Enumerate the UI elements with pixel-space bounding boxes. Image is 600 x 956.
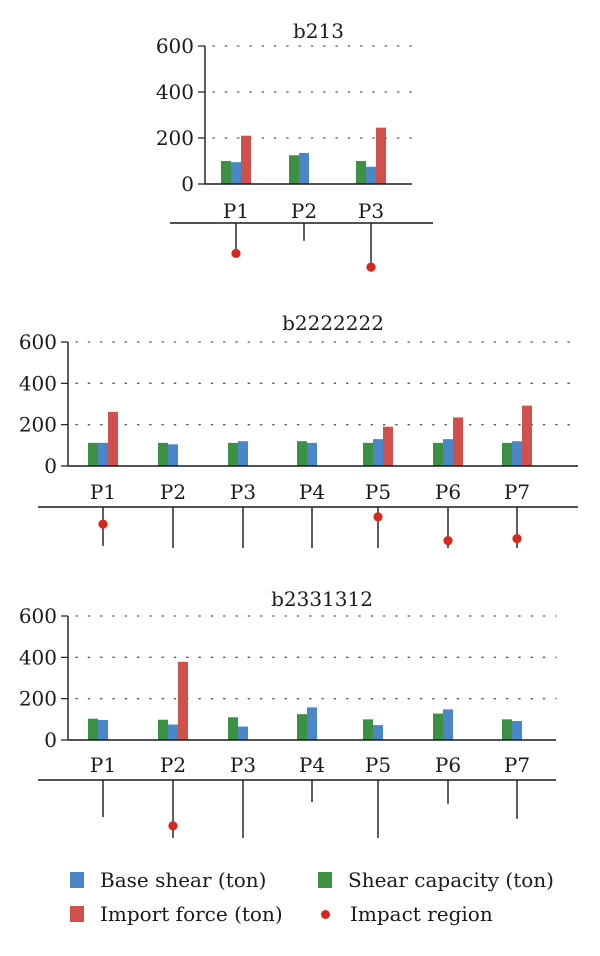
legend-label-impact-region: Impact region bbox=[350, 902, 493, 926]
chart2-bar-p2-base-shear bbox=[168, 444, 178, 466]
chart3-bar-p6-shear-capacity bbox=[433, 713, 443, 740]
chart3-bar-p2-base-shear bbox=[168, 724, 178, 740]
chart3-bar-p7-base-shear bbox=[512, 720, 522, 740]
legend-label-import-force: Import force (ton) bbox=[100, 902, 283, 926]
chart1-bar-p3-import-force bbox=[376, 127, 386, 184]
chart3-y-tick-label: 400 bbox=[19, 645, 57, 669]
chart1-bar-p1-base-shear bbox=[231, 162, 241, 184]
chart2-bar-p7-shear-capacity bbox=[502, 442, 512, 466]
chart2-category-label-p1: P1 bbox=[90, 480, 116, 504]
chart3-category-label-p7: P7 bbox=[504, 753, 530, 777]
chart2-y-tick-label: 400 bbox=[19, 371, 57, 395]
chart3-bar-p4-base-shear bbox=[307, 707, 317, 740]
chart3-y-tick-label: 0 bbox=[44, 728, 57, 752]
chart3-category-label-p4: P4 bbox=[299, 753, 325, 777]
chart3-category-label-p6: P6 bbox=[435, 753, 461, 777]
chart3-y-tick-label: 600 bbox=[19, 604, 57, 628]
chart2-bar-p7-base-shear bbox=[512, 441, 522, 466]
chart3-bar-p5-base-shear bbox=[373, 725, 383, 740]
chart3-bar-p5-shear-capacity bbox=[363, 719, 373, 740]
chart2-impact-marker-p5 bbox=[373, 512, 383, 522]
legend-item-shear-capacity: Shear capacity (ton) bbox=[318, 868, 554, 892]
chart3-bar-p3-shear-capacity bbox=[228, 717, 238, 740]
legend-label-shear-capacity: Shear capacity (ton) bbox=[348, 868, 554, 892]
chart2-y-tick-label: 600 bbox=[19, 330, 57, 354]
chart2-y-tick-label: 200 bbox=[19, 413, 57, 437]
chart2-bar-p3-base-shear bbox=[238, 441, 248, 466]
chart2-bar-p1-shear-capacity bbox=[88, 442, 98, 466]
chart1-y-tick-label: 200 bbox=[156, 126, 194, 150]
chart2-bar-p5-import-force bbox=[383, 426, 393, 466]
legend-item-base-shear: Base shear (ton) bbox=[70, 868, 266, 892]
legend-swatch-import-force bbox=[70, 906, 84, 922]
charts-canvas: b213 0 200 400 600 P1 P2 P3 b2222222 0 200 400 600 P1… bbox=[19, 19, 579, 838]
chart2-category-label-p6: P6 bbox=[435, 480, 461, 504]
legend-item-import-force: Import force (ton) bbox=[70, 902, 283, 926]
chart2-bar-p6-base-shear bbox=[443, 439, 453, 466]
chart2-bar-p1-import-force bbox=[108, 411, 118, 466]
chart3-title: b2331312 bbox=[271, 587, 373, 611]
chart3-bar-p4-shear-capacity bbox=[297, 714, 307, 740]
chart2-bar-p3-shear-capacity bbox=[228, 442, 238, 466]
legend-swatch-shear-capacity bbox=[318, 872, 332, 888]
chart2-title: b2222222 bbox=[282, 311, 384, 335]
chart1-title: b213 bbox=[293, 19, 344, 43]
chart2-category-label-p2: P2 bbox=[160, 480, 186, 504]
chart2-bar-p6-import-force bbox=[453, 417, 463, 466]
chart3-category-label-p3: P3 bbox=[230, 753, 256, 777]
chart3-bar-p7-shear-capacity bbox=[502, 719, 512, 740]
chart1-impact-marker-p1 bbox=[231, 248, 241, 259]
chart2-impact-marker-p7 bbox=[512, 533, 522, 544]
chart3-bar-p3-base-shear bbox=[238, 726, 248, 740]
chart1-category-label-p3: P3 bbox=[358, 199, 384, 223]
chart1-bar-p2-shear-capacity bbox=[289, 155, 299, 184]
legend-item-impact-region: Impact region bbox=[318, 902, 493, 926]
chart2-bar-p5-shear-capacity bbox=[363, 442, 373, 466]
chart2-category-label-p3: P3 bbox=[230, 480, 256, 504]
chart1-impact-marker-p3 bbox=[366, 262, 376, 272]
chart2-category-label-p5: P5 bbox=[365, 480, 391, 504]
chart1-y-tick-label: 0 bbox=[181, 172, 194, 196]
chart3-bar-p1-base-shear bbox=[98, 719, 108, 740]
chart1-category-label-p2: P2 bbox=[291, 199, 317, 223]
legend-swatch-base-shear bbox=[70, 872, 84, 888]
chart2-category-label-p7: P7 bbox=[504, 480, 530, 504]
chart2-bar-p2-shear-capacity bbox=[158, 442, 168, 466]
chart1-bar-p1-import-force bbox=[241, 135, 251, 184]
chart2-bar-p4-base-shear bbox=[307, 442, 317, 466]
chart1-bar-p3-base-shear bbox=[366, 166, 376, 184]
chart2-bar-p6-shear-capacity bbox=[433, 442, 443, 466]
chart3-category-label-p1: P1 bbox=[90, 753, 116, 777]
chart1-bar-p1-shear-capacity bbox=[221, 161, 231, 184]
legend-marker-impact-region bbox=[321, 909, 330, 919]
chart2-category-label-p4: P4 bbox=[299, 480, 325, 504]
chart2-bar-p4-shear-capacity bbox=[297, 441, 307, 466]
chart1-y-tick-label: 400 bbox=[156, 80, 194, 104]
chart1-category-label-p1: P1 bbox=[223, 199, 249, 223]
legend-label-base-shear: Base shear (ton) bbox=[100, 868, 267, 892]
chart3-bar-p2-shear-capacity bbox=[158, 719, 168, 740]
chart2-y-tick-label: 0 bbox=[44, 454, 57, 478]
chart3-category-label-p2: P2 bbox=[160, 753, 186, 777]
chart3-bar-p6-base-shear bbox=[443, 709, 453, 740]
chart1-bar-p3-shear-capacity bbox=[356, 161, 366, 184]
chart2-impact-marker-p6 bbox=[443, 536, 453, 546]
chart1-y-tick-label: 600 bbox=[156, 34, 194, 58]
chart3-category-label-p5: P5 bbox=[365, 753, 391, 777]
chart3-y-tick-label: 200 bbox=[19, 687, 57, 711]
chart3-bar-p2-import-force bbox=[178, 661, 188, 740]
chart3-bar-p1-shear-capacity bbox=[88, 718, 98, 740]
chart2-impact-marker-p1 bbox=[98, 519, 108, 529]
chart2-bar-p1-base-shear bbox=[98, 442, 108, 466]
chart2-bar-p7-import-force bbox=[522, 405, 532, 466]
chart1-bar-p2-base-shear bbox=[299, 152, 309, 184]
legend: Base shear (ton) Shear capacity (ton) Im… bbox=[70, 868, 590, 938]
chart2-bar-p5-base-shear bbox=[373, 439, 383, 466]
chart3-impact-marker-p2 bbox=[168, 821, 178, 831]
